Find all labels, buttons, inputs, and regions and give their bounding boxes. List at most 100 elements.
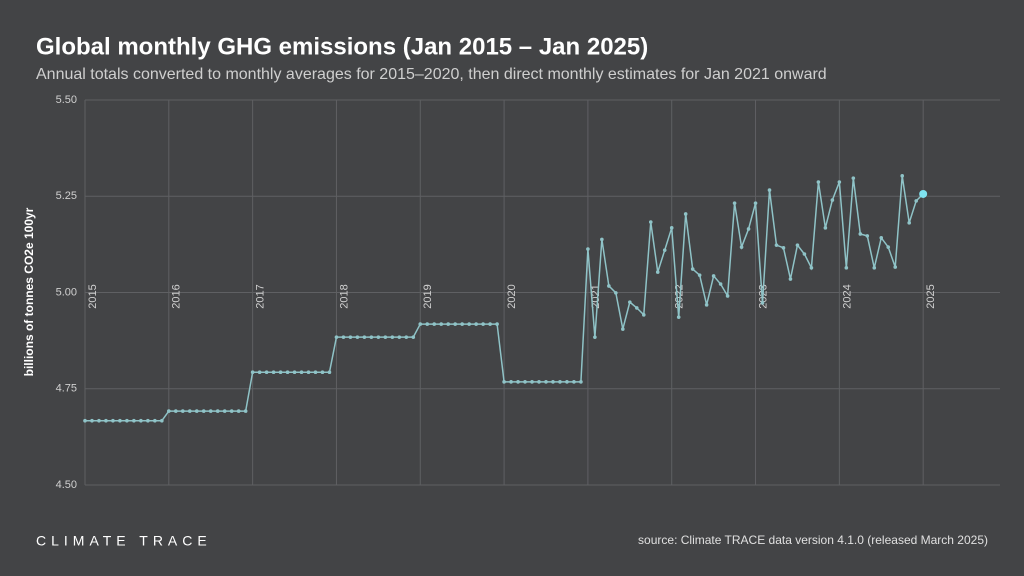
y-axis-label: billions of tonnes CO2e 100yr	[22, 207, 36, 376]
data-point	[537, 380, 541, 384]
data-point	[174, 409, 178, 413]
data-point	[858, 232, 863, 236]
x-tick-label: 2016	[171, 284, 183, 308]
data-point	[278, 370, 283, 374]
data-point	[544, 380, 548, 384]
y-tick-label: 5.50	[56, 94, 77, 106]
data-point	[83, 418, 87, 423]
data-point	[704, 303, 709, 307]
data-point	[229, 409, 234, 413]
data-point	[118, 418, 122, 423]
data-point	[201, 409, 206, 413]
data-point	[781, 246, 786, 250]
data-point	[397, 335, 402, 339]
data-point	[90, 418, 94, 423]
data-point	[809, 266, 814, 270]
data-point	[404, 335, 409, 339]
data-point	[795, 243, 800, 247]
data-point	[886, 245, 891, 249]
data-point	[844, 266, 849, 270]
data-point	[222, 409, 227, 413]
data-point	[355, 335, 360, 339]
data-point	[648, 220, 653, 224]
data-point	[516, 380, 520, 384]
data-point	[390, 335, 395, 339]
data-point	[655, 270, 660, 274]
data-point	[509, 380, 513, 384]
data-point	[215, 409, 220, 413]
data-point	[711, 274, 716, 278]
data-point	[523, 380, 527, 384]
data-point	[446, 322, 451, 326]
data-point	[453, 322, 457, 326]
data-point	[153, 418, 157, 423]
data-point	[865, 234, 870, 238]
data-point	[893, 265, 898, 269]
x-tick-label: 2020	[506, 284, 518, 308]
data-point	[697, 273, 702, 277]
data-point	[460, 322, 464, 326]
data-point	[753, 201, 758, 205]
data-point	[600, 237, 604, 242]
data-point	[614, 291, 618, 295]
data-point	[900, 174, 905, 178]
data-point	[634, 306, 639, 310]
data-point	[641, 313, 646, 317]
source-note: source: Climate TRACE data version 4.1.0…	[638, 533, 988, 547]
data-point	[676, 315, 681, 319]
data-point	[628, 300, 632, 304]
data-point	[194, 409, 199, 413]
data-point	[565, 380, 569, 384]
data-point	[816, 180, 821, 184]
data-point	[97, 418, 101, 423]
data-point	[369, 335, 374, 339]
data-point	[481, 322, 485, 326]
x-tick-label: 2024	[841, 284, 853, 308]
data-point	[334, 335, 339, 339]
data-point	[180, 409, 185, 413]
data-point	[872, 266, 877, 270]
x-tick-label: 2018	[338, 284, 350, 308]
data-point	[488, 322, 492, 326]
data-point	[530, 380, 534, 384]
data-point	[739, 245, 744, 249]
data-point	[362, 335, 367, 339]
plot-area	[83, 174, 928, 423]
data-point	[383, 335, 388, 339]
data-point	[837, 180, 842, 184]
data-point	[662, 248, 667, 252]
data-point	[830, 198, 835, 202]
data-point	[802, 252, 807, 256]
data-point	[167, 409, 171, 413]
data-point	[732, 201, 737, 205]
data-point	[132, 418, 136, 423]
data-point	[607, 284, 611, 288]
data-point	[264, 370, 269, 374]
x-tick-label: 2019	[422, 284, 434, 308]
data-point	[418, 322, 423, 326]
data-point	[495, 322, 499, 326]
data-point	[683, 212, 688, 216]
data-point	[341, 335, 346, 339]
data-point	[139, 418, 143, 423]
data-point	[111, 418, 115, 423]
data-point	[439, 322, 444, 326]
data-point	[558, 380, 562, 384]
data-point	[788, 277, 793, 281]
data-point	[774, 243, 779, 247]
data-point	[621, 327, 625, 331]
data-point	[299, 370, 304, 374]
data-point	[320, 370, 325, 374]
data-point	[467, 322, 471, 326]
y-tick-label: 5.00	[56, 286, 77, 298]
data-point	[271, 370, 276, 374]
data-point	[146, 418, 150, 423]
x-tick-label: 2017	[255, 284, 267, 308]
data-point	[572, 380, 576, 384]
y-tick-label: 5.25	[56, 190, 77, 202]
data-point	[690, 267, 695, 271]
data-point	[551, 380, 555, 384]
x-tick-label: 2025	[925, 284, 937, 308]
